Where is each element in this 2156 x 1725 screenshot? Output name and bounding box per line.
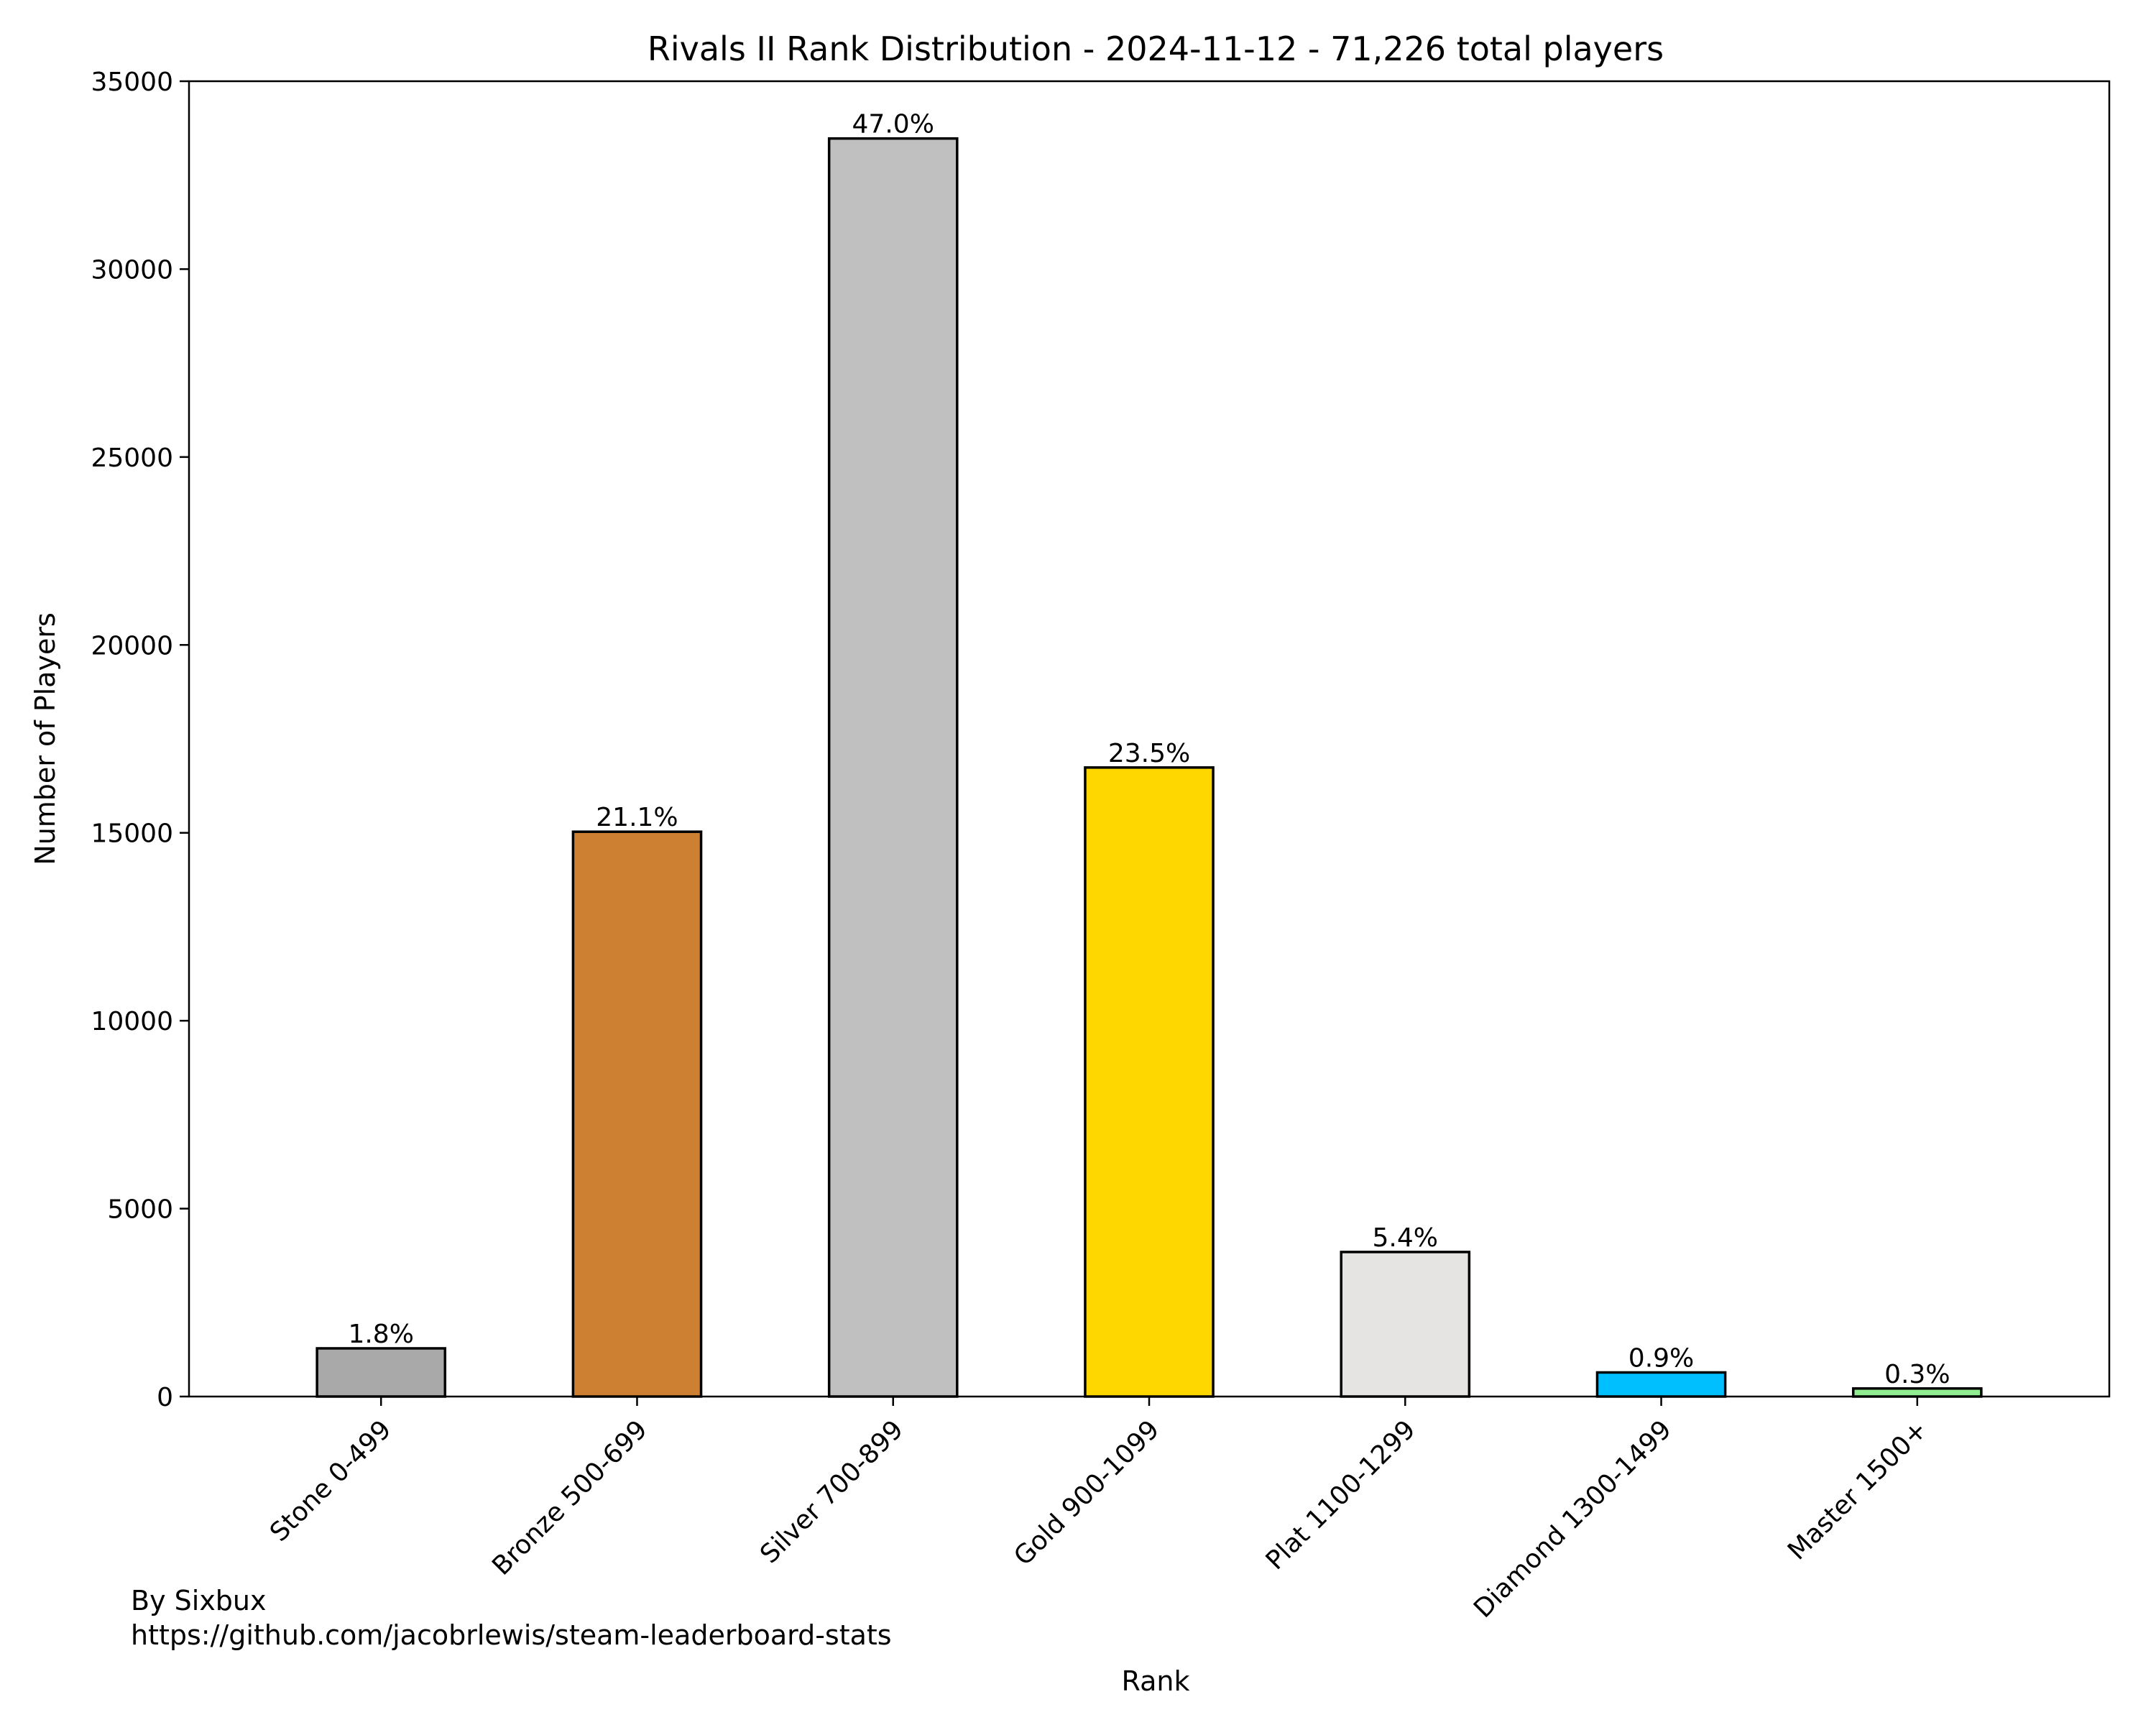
bars-group: 1.8% 21.1% 47.0% 23.5% 5.4% 0.9% 0.3% — [315, 110, 1983, 1398]
bar-value-label: 1.8% — [348, 1320, 413, 1349]
y-tick-label: 0 — [157, 1383, 173, 1412]
y-tick-label: 20000 — [91, 631, 173, 661]
y-tick-label: 25000 — [91, 443, 173, 473]
y-tick-label: 15000 — [91, 819, 173, 849]
bar-value-label: 0.3% — [1884, 1360, 1950, 1389]
bar-value-label: 47.0% — [852, 110, 934, 139]
x-tick-label: Silver 700-899 — [755, 1414, 909, 1569]
credit-url: https://github.com/jacobrlewis/steam-lea… — [131, 1619, 892, 1651]
x-tick-label: Gold 900-1099 — [1008, 1414, 1165, 1571]
bar-value-label: 5.4% — [1373, 1223, 1438, 1253]
bar — [1340, 1251, 1471, 1398]
bar-value-label: 23.5% — [1108, 739, 1190, 768]
y-tick-label: 35000 — [91, 68, 173, 97]
bar — [315, 1347, 447, 1398]
y-axis: 0 5000 10000 15000 20000 25000 30000 35000 — [91, 68, 189, 1412]
x-tick-label: Bronze 500-699 — [487, 1414, 653, 1581]
y-tick-label: 30000 — [91, 255, 173, 285]
bar — [1084, 766, 1215, 1398]
bar-value-label: 21.1% — [596, 803, 678, 832]
bar — [827, 137, 959, 1398]
bar — [1595, 1371, 1727, 1398]
x-tick-label: Diamond 1300-1499 — [1468, 1414, 1677, 1624]
bar — [571, 830, 703, 1398]
y-tick-label: 5000 — [107, 1195, 173, 1225]
y-tick-label: 10000 — [91, 1007, 173, 1036]
x-tick-label: Master 1500+ — [1782, 1414, 1933, 1565]
x-axis-label: Rank — [1122, 1665, 1190, 1697]
x-tick-label: Stone 0-499 — [264, 1414, 397, 1547]
chart-title: Rivals II Rank Distribution - 2024-11-12… — [648, 29, 1664, 68]
x-axis: Stone 0-499 Bronze 500-699 Silver 700-899 G… — [264, 1397, 1933, 1624]
y-axis-label: Number of Players — [29, 612, 61, 865]
credit-author: By Sixbux — [131, 1585, 267, 1616]
bar — [1851, 1387, 1983, 1398]
x-tick-label: Plat 1100-1299 — [1261, 1414, 1422, 1576]
plot-frame — [188, 80, 2111, 1398]
bar-value-label: 0.9% — [1628, 1343, 1694, 1373]
